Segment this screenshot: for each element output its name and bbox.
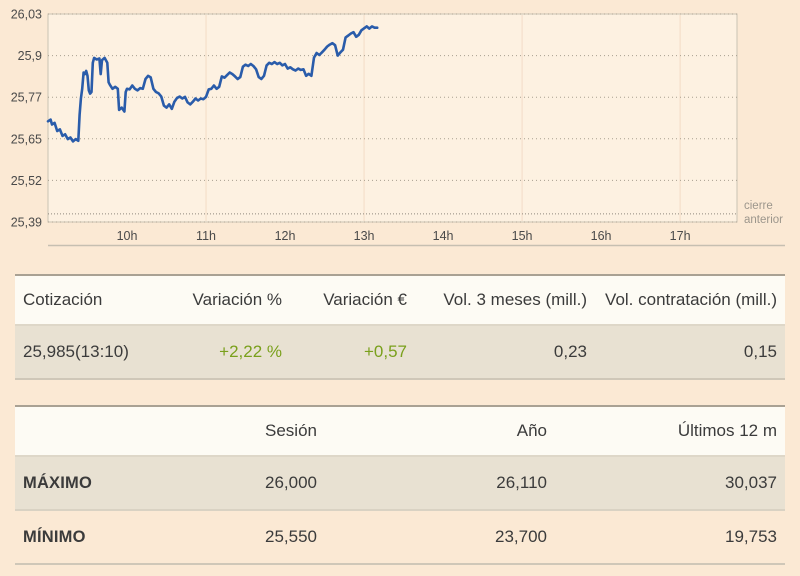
price-line [46,25,379,143]
header-vol-contratacion: Vol. contratación (mill.) [595,274,785,326]
quote-table-data-row: 25,985(13:10) +2,22 % +0,57 0,23 0,15 [15,325,785,379]
previous-close-label: anterior [744,214,783,226]
minimo-ultimos12m-value: 19,753 [725,527,777,546]
header-vol-3-meses: Vol. 3 meses (mill.) [415,274,595,326]
vol-contratacion-value: 0,15 [743,342,777,361]
header-variacion-eur: Variación € [290,274,415,326]
maximo-ultimos12m-value: 30,037 [725,473,777,492]
y-tick-label: 26,03 [11,8,42,22]
maximo-label: MÁXIMO [23,473,93,492]
variacion-eur-value: +0,57 [363,342,407,361]
header-sesion: Sesión [155,405,325,457]
variacion-pct-value: +2,22 % [219,342,282,361]
y-tick-label: 25,9 [18,49,42,63]
header-ano: Año [325,405,555,457]
y-tick-label: 25,77 [11,91,42,105]
x-tick-label: 11h [196,229,216,243]
x-tick-label: 14h [433,229,454,243]
x-tick-label: 17h [670,229,691,243]
maximo-ano-value: 26,110 [496,473,547,492]
x-tick-label: 15h [512,229,533,243]
y-tick-label: 25,65 [11,132,42,146]
maximo-row: MÁXIMO 26,000 26,110 30,037 [15,456,785,510]
range-table-header-row: Sesión Año Últimos 12 m [15,405,785,457]
x-tick-label: 13h [354,229,375,243]
intraday-chart-section: 26,03 25,9 25,77 25,65 25,52 25,39 10h 11h 12h 13… [0,0,800,250]
vol-3-meses-value: 0,23 [553,342,587,361]
cotizacion-value: 25,985(13:10) [23,342,129,361]
quote-table: Cotización Variación % Variación € Vol. … [15,274,785,380]
plot-area [47,13,738,223]
header-cotizacion: Cotización [15,274,180,326]
price-chart: 26,03 25,9 25,77 25,65 25,52 25,39 10h 11h 12h 13… [11,8,785,247]
y-tick-label: 25,39 [11,216,42,230]
minimo-ano-value: 23,700 [495,527,547,546]
y-tick-label: 25,52 [11,174,42,188]
header-empty [15,405,155,457]
header-ultimos-12m: Últimos 12 m [555,405,785,457]
minimo-sesion-value: 25,550 [265,527,317,546]
previous-close-label: cierre [744,200,773,212]
x-tick-label: 10h [117,229,138,243]
quote-table-header-row: Cotización Variación % Variación € Vol. … [15,274,785,326]
x-tick-label: 12h [275,229,296,243]
maximo-sesion-value: 26,000 [265,473,317,492]
header-variacion-pct: Variación % [180,274,290,326]
range-table: Sesión Año Últimos 12 m MÁXIMO 26,000 26… [15,405,785,565]
x-tick-label: 16h [591,229,612,243]
minimo-label: MÍNIMO [23,527,86,546]
minimo-row: MÍNIMO 25,550 23,700 19,753 [15,510,785,564]
